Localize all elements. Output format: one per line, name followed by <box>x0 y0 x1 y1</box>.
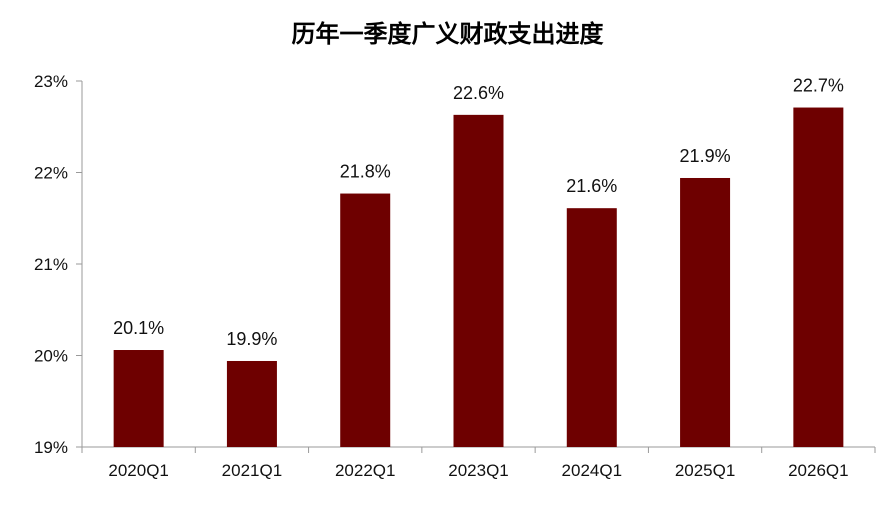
x-tick-label-2023Q1: 2023Q1 <box>448 461 509 480</box>
x-tick-label-2024Q1: 2024Q1 <box>562 461 623 480</box>
labels: 20.1% 2020Q1 19.9% 2021Q1 21.8% 2022Q1 22.6% 20… <box>108 76 848 480</box>
x-tick-label-2026Q1: 2026Q1 <box>788 461 849 480</box>
bar-2025Q1 <box>680 177 731 448</box>
x-tick-label-2021Q1: 2021Q1 <box>222 461 283 480</box>
bar-2023Q1 <box>453 114 504 447</box>
bars <box>113 107 844 448</box>
data-label-2020Q1: 20.1% <box>113 318 164 338</box>
chart-title: 历年一季度广义财政支出进度 <box>291 20 604 48</box>
bar-2020Q1 <box>113 350 164 447</box>
x-tick-label-2025Q1: 2025Q1 <box>675 461 736 480</box>
axes: 19% 20% 21% 22% 23% <box>34 72 876 457</box>
data-label-2024Q1: 21.6% <box>566 176 617 196</box>
y-tick-label: 20% <box>34 347 68 366</box>
data-label-2023Q1: 22.6% <box>453 83 504 103</box>
x-tick-label-2020Q1: 2020Q1 <box>108 461 169 480</box>
data-label-2026Q1: 22.7% <box>793 76 844 96</box>
y-tick-label: 22% <box>34 164 68 183</box>
y-tick-label: 23% <box>34 72 68 91</box>
y-tick-label: 21% <box>34 255 68 274</box>
y-tick-label: 19% <box>34 438 68 457</box>
bar-2024Q1 <box>566 208 617 447</box>
data-label-2021Q1: 19.9% <box>226 329 277 349</box>
data-label-2025Q1: 21.9% <box>680 146 731 166</box>
bar-2022Q1 <box>340 193 391 447</box>
bar-2021Q1 <box>226 360 277 447</box>
bar-2026Q1 <box>793 107 844 447</box>
x-tick-label-2022Q1: 2022Q1 <box>335 461 396 480</box>
data-label-2022Q1: 21.8% <box>340 162 391 182</box>
